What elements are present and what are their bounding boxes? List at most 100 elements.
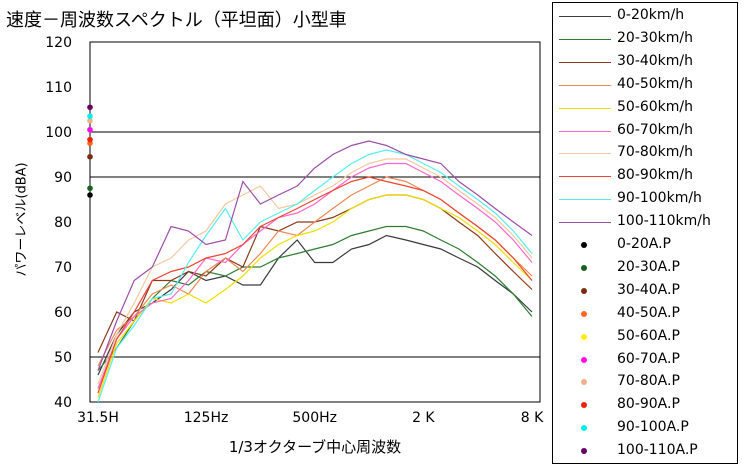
y-tick-label: 100 — [45, 125, 72, 141]
legend-label: 0-20km/h — [617, 7, 685, 23]
legend-swatch — [559, 61, 611, 63]
legend-swatch — [559, 153, 611, 155]
legend-label: 90-100km/h — [617, 190, 702, 207]
legend-item-dot-5: 60-70A.P — [553, 349, 739, 372]
legend-swatch — [559, 130, 611, 132]
a-p-point-2 — [87, 153, 93, 160]
series-line-4 — [97, 194, 533, 398]
legend-label: 0-20A.P — [617, 236, 671, 252]
legend-item-dot-8: 90-100A.P — [553, 417, 739, 440]
legend-swatch — [581, 356, 587, 363]
legend-item-dot-1: 20-30A.P — [553, 257, 739, 280]
series-line-5 — [97, 162, 533, 389]
a-p-point-7 — [87, 136, 93, 143]
legend-item-line-8: 90-100km/h — [553, 188, 739, 211]
legend-label: 40-50km/h — [617, 75, 694, 92]
legend-item-dot-4: 50-60A.P — [553, 326, 739, 349]
legend-label: 80-90A.P — [617, 396, 680, 413]
series-line-9 — [97, 140, 533, 371]
legend-item-dot-3: 40-50A.P — [553, 303, 739, 326]
grid-lines — [90, 131, 540, 358]
a-p-point-1 — [87, 185, 93, 192]
legend-label: 100-110km/h — [617, 213, 711, 230]
legend-label: 70-80A.P — [617, 373, 680, 390]
legend-item-line-1: 20-30km/h — [553, 28, 739, 51]
legend-swatch — [581, 425, 587, 432]
legend-label: 50-60km/h — [617, 98, 694, 115]
legend-swatch — [559, 199, 611, 201]
legend-swatch — [559, 107, 611, 109]
legend-swatch — [581, 379, 587, 386]
legend: 0-20km/h 20-30km/h 30-40km/h 40-50km/h 50-60… — [552, 2, 738, 464]
a-p-point-6 — [87, 117, 93, 124]
legend-item-line-3: 40-50km/h — [553, 74, 739, 97]
legend-swatch — [559, 84, 611, 86]
series-line-7 — [97, 176, 533, 394]
series-lines — [97, 140, 533, 403]
legend-swatch — [581, 264, 587, 271]
a-p-point-9 — [87, 104, 93, 111]
series-line-3 — [97, 176, 533, 367]
x-tick-labels: 31.5H 125Hz 500Hz 2 K 8 K — [77, 410, 544, 426]
legend-item-dot-9: 100-110A.P — [553, 440, 739, 463]
legend-label: 20-30A.P — [617, 258, 680, 275]
legend-label: 80-90km/h — [617, 167, 694, 184]
legend-label: 60-70km/h — [617, 121, 694, 138]
legend-item-dot-2: 30-40A.P — [553, 280, 739, 303]
legend-item-line-7: 80-90km/h — [553, 165, 739, 188]
plot-border — [89, 41, 541, 403]
legend-swatch — [581, 242, 587, 248]
x-axis-label: 1/3オクターブ中心周波数 — [228, 438, 402, 456]
series-line-6 — [97, 158, 533, 385]
legend-label: 40-50A.P — [617, 304, 680, 321]
legend-swatch — [559, 38, 611, 40]
y-tick-label: 40 — [54, 395, 72, 411]
y-tick-label: 120 — [45, 35, 72, 51]
y-tick-label: 60 — [54, 305, 72, 321]
legend-label: 50-60A.P — [617, 327, 680, 344]
x-tick-label: 125Hz — [184, 410, 229, 426]
legend-label: 30-40km/h — [617, 52, 694, 69]
legend-swatch — [581, 310, 587, 317]
y-tick-label: 90 — [54, 170, 72, 186]
legend-item-line-9: 100-110km/h — [553, 211, 739, 234]
legend-swatch — [559, 222, 611, 224]
legend-swatch — [581, 402, 587, 409]
legend-item-dot-6: 70-80A.P — [553, 371, 739, 394]
legend-item-dot-7: 80-90A.P — [553, 394, 739, 417]
legend-label: 30-40A.P — [617, 281, 680, 298]
y-tick-label: 80 — [54, 215, 72, 231]
legend-item-line-5: 60-70km/h — [553, 120, 739, 143]
legend-swatch — [581, 287, 587, 294]
legend-label: 20-30km/h — [617, 29, 694, 46]
legend-swatch — [581, 448, 587, 455]
legend-label: 60-70A.P — [617, 350, 680, 367]
chart-title: 速度－周波数スペクトル（平坦面）小型車 — [6, 10, 347, 31]
legend-item-line-6: 70-80km/h — [553, 142, 739, 165]
legend-item-line-0: 0-20km/h — [553, 5, 739, 28]
a-p-point-0 — [87, 192, 93, 198]
a-p-point-8 — [87, 113, 93, 120]
y-tick-label: 50 — [54, 350, 72, 366]
a-p-points — [87, 104, 93, 198]
legend-label: 100-110A.P — [617, 442, 698, 459]
legend-item-dot-0: 0-20A.P — [553, 234, 739, 257]
y-tick-labels: 40 50 60 70 80 90 100 110 120 — [45, 35, 72, 411]
a-p-point-5 — [87, 126, 93, 133]
legend-swatch — [559, 176, 611, 178]
legend-swatch — [559, 16, 611, 17]
legend-swatch — [581, 333, 587, 340]
x-tick-label: 8 K — [521, 410, 544, 426]
x-tick-label: 31.5H — [77, 410, 119, 426]
legend-item-line-2: 30-40km/h — [553, 51, 739, 74]
x-tick-label: 500Hz — [292, 410, 337, 426]
series-line-1 — [97, 225, 533, 371]
legend-label: 90-100A.P — [617, 419, 689, 436]
series-line-8 — [97, 149, 533, 403]
y-tick-label: 110 — [45, 80, 72, 96]
legend-item-line-4: 50-60km/h — [553, 97, 739, 120]
series-line-0 — [97, 234, 533, 376]
x-tick-label: 2 K — [412, 410, 435, 426]
